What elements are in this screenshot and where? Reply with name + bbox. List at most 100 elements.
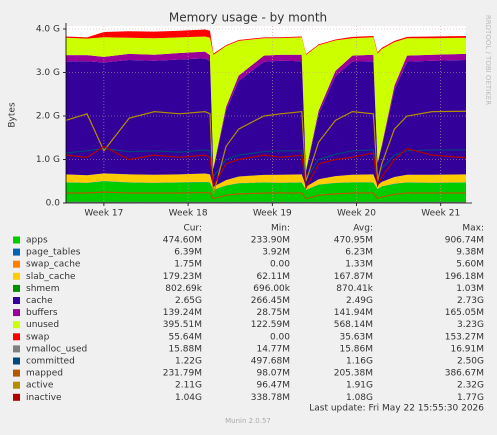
x-tick-label: Week 18 (169, 209, 208, 219)
legend-stat: 55.64M (168, 332, 202, 342)
y-tick-label: 1.0 G (36, 155, 60, 165)
legend-label: mapped (26, 369, 63, 379)
legend-label: slab_cache (26, 272, 76, 282)
legend-swatch (13, 273, 20, 280)
legend-stat: 395.51M (163, 320, 202, 330)
legend-stat: 1.33M (345, 260, 373, 270)
legend-stat: 2.49G (346, 296, 373, 306)
legend-stat: 802.69k (165, 284, 202, 294)
legend-stat: 165.05M (445, 308, 484, 318)
legend-stat: 196.18M (445, 272, 484, 282)
version: Munin 2.0.57 (225, 417, 271, 425)
legend-label: buffers (26, 308, 58, 318)
legend-stat: 233.90M (251, 236, 290, 246)
legend-stat: 35.63M (339, 332, 373, 342)
legend-stat: 906.74M (445, 236, 484, 246)
last-update: Last update: Fri May 22 15:55:30 2026 (309, 404, 484, 414)
x-tick-label: Week 20 (337, 209, 376, 219)
legend-stat: 5.60M (456, 260, 484, 270)
legend-stat: 6.23M (345, 248, 373, 258)
legend-stat: 2.11G (175, 381, 202, 391)
legend-swatch (13, 261, 20, 268)
legend-stat: 9.38M (456, 248, 484, 258)
legend-stat: 98.07M (256, 369, 290, 379)
legend-swatch (13, 370, 20, 377)
legend-stat: 15.86M (339, 344, 373, 354)
legend-stat: 568.14M (334, 320, 373, 330)
legend-stat: 1.03M (456, 284, 484, 294)
legend-stat: 96.47M (256, 381, 290, 391)
legend-stat: 497.68M (251, 357, 290, 367)
legend-stat: 139.24M (163, 308, 202, 318)
legend-swatch (13, 382, 20, 389)
legend-stat: 1.77G (457, 393, 484, 403)
legend-stat: 179.23M (163, 272, 202, 282)
watermark: RRDTOOL / TOBI OETIKER (484, 15, 492, 105)
legend-stat: 1.75M (174, 260, 202, 270)
x-tick-label: Week 19 (253, 209, 292, 219)
legend-stat: 474.60M (163, 236, 202, 246)
chart-title: Memory usage - by month (169, 11, 327, 25)
legend-stat: 1.91G (346, 381, 373, 391)
legend-label: inactive (26, 393, 62, 403)
legend-stat: 470.95M (334, 236, 373, 246)
legend-label: apps (26, 236, 48, 246)
legend-swatch (13, 394, 20, 401)
x-tick-label: Week 21 (421, 209, 460, 219)
legend-stat: 1.08G (346, 393, 373, 403)
legend-stat: 16.91M (450, 344, 484, 354)
legend-label: swap_cache (26, 260, 81, 270)
legend-stat: 231.79M (163, 369, 202, 379)
legend-stat: 2.32G (457, 381, 484, 391)
legend-swatch (13, 309, 20, 316)
legend-stat: 3.92M (262, 248, 290, 258)
legend-stat: 266.45M (251, 296, 290, 306)
legend-stat: 6.39M (174, 248, 202, 258)
legend-stat: 141.94M (334, 308, 373, 318)
legend-label: shmem (26, 284, 59, 294)
legend-stat: 386.67M (445, 369, 484, 379)
legend-stat: 14.77M (256, 344, 290, 354)
area-apps (66, 181, 466, 203)
legend-label: vmalloc_used (26, 344, 87, 354)
legend-swatch (13, 345, 20, 352)
legend-stat: 338.78M (251, 393, 290, 403)
legend-stat: 870.41k (336, 284, 373, 294)
legend-column-header: Min: (271, 224, 290, 234)
y-tick-label: 4.0 G (36, 25, 60, 35)
legend-stat: 153.27M (445, 332, 484, 342)
legend-swatch (13, 321, 20, 328)
y-tick-label: 3.0 G (36, 68, 60, 78)
legend-swatch (13, 297, 20, 304)
legend-stat: 1.04G (175, 393, 202, 403)
legend-stat: 62.11M (256, 272, 290, 282)
legend-swatch (13, 358, 20, 365)
legend-swatch (13, 249, 20, 256)
legend-swatch (13, 285, 20, 292)
legend-swatch (13, 333, 20, 340)
legend-stat: 1.22G (175, 357, 202, 367)
legend-stat: 1.16G (346, 357, 373, 367)
legend-label: page_tables (26, 248, 81, 258)
y-tick-label: 0.0 (46, 199, 61, 209)
legend-label: committed (26, 357, 75, 367)
legend-stat: 15.88M (168, 344, 202, 354)
legend-column-header: Max: (462, 224, 484, 234)
legend-column-header: Avg: (353, 224, 373, 234)
legend-stat: 3.23G (457, 320, 484, 330)
x-tick-label: Week 17 (84, 209, 123, 219)
legend-label: cache (26, 296, 53, 306)
legend-stat: 122.59M (251, 320, 290, 330)
legend-label: swap (26, 332, 50, 342)
legend-stat: 0.00 (270, 332, 290, 342)
legend-label: active (26, 381, 54, 391)
legend-label: unused (26, 320, 59, 330)
legend-stat: 167.87M (334, 272, 373, 282)
y-axis-title: Bytes (8, 102, 18, 128)
legend-stat: 2.65G (175, 296, 202, 306)
legend-stat: 28.75M (256, 308, 290, 318)
legend-stat: 0.00 (270, 260, 290, 270)
legend-column-header: Cur: (183, 224, 202, 234)
